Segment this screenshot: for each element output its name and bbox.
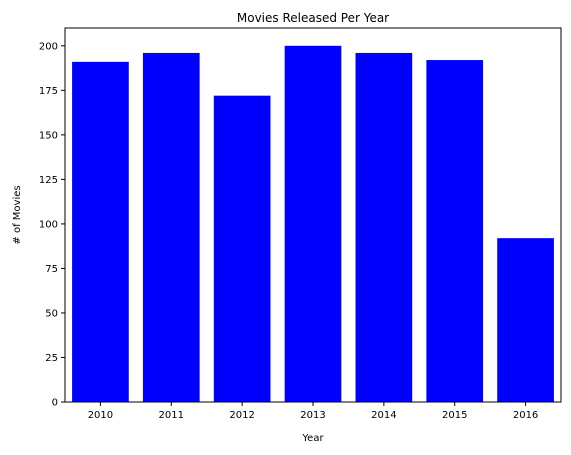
x-tick-label: 2012 (229, 410, 254, 421)
y-tick-label: 200 (39, 41, 58, 52)
y-tick-label: 125 (39, 175, 58, 186)
bar-2011 (142, 52, 200, 403)
bar-2015 (426, 60, 484, 403)
y-axis: 0 25 50 75 100 125 150 175 200 (39, 41, 65, 409)
bar-2012 (213, 95, 271, 403)
y-tick-label: 0 (52, 398, 58, 409)
x-axis: 2010 2011 2012 2013 2014 2015 2016 (88, 402, 538, 421)
bars-group (72, 45, 554, 403)
x-tick-label: 2015 (442, 410, 467, 421)
x-tick-label: 2014 (371, 410, 396, 421)
y-tick-label: 50 (45, 308, 58, 319)
bar-2016 (497, 238, 554, 402)
y-tick-label: 100 (39, 219, 58, 230)
x-tick-label: 2016 (513, 410, 538, 421)
bar-2014 (355, 52, 413, 403)
x-tick-label: 2011 (159, 410, 184, 421)
bar-2013 (284, 45, 342, 403)
x-axis-label: Year (301, 433, 324, 444)
y-axis-label: # of Movies (12, 185, 23, 244)
y-tick-label: 75 (45, 264, 58, 275)
y-tick-label: 175 (39, 86, 58, 97)
chart-title: Movies Released Per Year (237, 11, 389, 25)
bar-2010 (72, 61, 129, 403)
x-tick-label: 2013 (300, 410, 325, 421)
y-tick-label: 150 (39, 130, 58, 141)
x-tick-label: 2010 (88, 410, 113, 421)
y-tick-label: 25 (45, 353, 58, 364)
